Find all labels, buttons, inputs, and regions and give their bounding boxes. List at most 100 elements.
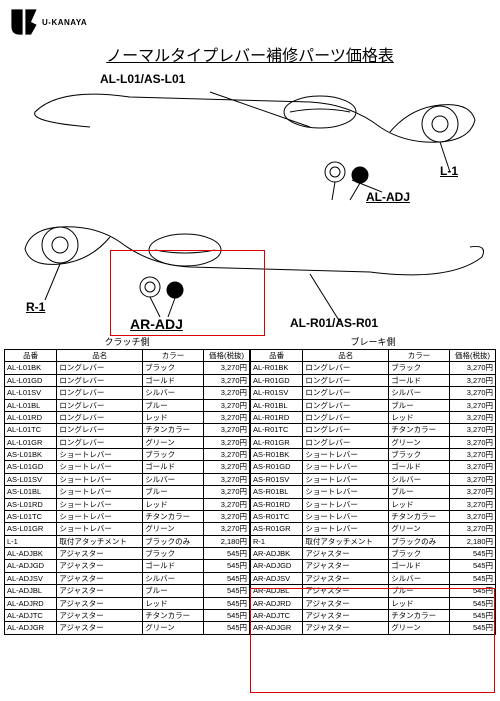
cell: 3,270円: [449, 374, 495, 386]
cell: 3,270円: [449, 424, 495, 436]
cell: AR-ADJBK: [251, 548, 303, 560]
cell: 3,270円: [449, 436, 495, 448]
cell: AS-L01GR: [5, 523, 57, 535]
table-row: AR-ADJGDアジャスターゴールド545円: [251, 560, 496, 572]
cell: ブルー: [389, 486, 450, 498]
cell: 3,270円: [203, 362, 249, 374]
table-row: L-1取付アタッチメントブラックのみ2,180円: [5, 535, 250, 547]
cell: AS-R01SV: [251, 473, 303, 485]
cell: 3,270円: [203, 374, 249, 386]
table-row: AS-R01TCショートレバーチタンカラー3,270円: [251, 510, 496, 522]
label-al-r01: AL-R01/AS-R01: [290, 316, 378, 330]
cell: AS-R01GR: [251, 523, 303, 535]
cell: グリーン: [389, 523, 450, 535]
table-row: AL-R01GDロングレバーゴールド3,270円: [251, 374, 496, 386]
table-row: AR-ADJSVアジャスターシルバー545円: [251, 572, 496, 584]
cell: シルバー: [389, 387, 450, 399]
table-row: AL-R01RDロングレバーレッド3,270円: [251, 411, 496, 423]
cell: アジャスター: [57, 560, 143, 572]
cell: ロングレバー: [303, 362, 389, 374]
cell: レッド: [143, 498, 204, 510]
table-row: AS-L01BKショートレバーブラック3,270円: [5, 449, 250, 461]
cell: AL-R01RD: [251, 411, 303, 423]
brake-table-title: ブレーキ側: [250, 334, 496, 349]
cell: AS-L01RD: [5, 498, 57, 510]
cell: AL-R01BK: [251, 362, 303, 374]
th: 品番: [251, 350, 303, 362]
table-row: AL-L01BLロングレバーブルー3,270円: [5, 399, 250, 411]
cell: ショートレバー: [303, 498, 389, 510]
cell: AL-L01BL: [5, 399, 57, 411]
table-row: AL-L01GRロングレバーグリーン3,270円: [5, 436, 250, 448]
table-row: AL-ADJBLアジャスターブルー545円: [5, 585, 250, 597]
cell: AL-R01BL: [251, 399, 303, 411]
cell: ショートレバー: [57, 449, 143, 461]
parts-diagram: AL-L01/AS-L01 L-1 AL-ADJ R-1 AR-ADJ AL-R…: [10, 72, 490, 332]
brake-table-wrap: ブレーキ側 品番 品名 カラー 価格(税抜) AL-R01BKロングレバーブラッ…: [250, 334, 496, 635]
cell: ロングレバー: [57, 362, 143, 374]
table-row: AL-L01RDロングレバーレッド3,270円: [5, 411, 250, 423]
th: 品番: [5, 350, 57, 362]
clutch-table-title: クラッチ側: [4, 334, 250, 349]
cell: ロングレバー: [303, 374, 389, 386]
cell: 3,270円: [203, 436, 249, 448]
cell: AL-L01TC: [5, 424, 57, 436]
cell: AR-ADJTC: [251, 609, 303, 621]
cell: AS-R01BK: [251, 449, 303, 461]
cell: レッド: [389, 597, 450, 609]
cell: 取付アタッチメント: [57, 535, 143, 547]
th: カラー: [389, 350, 450, 362]
brand-logo: U-KANAYA: [10, 8, 87, 36]
cell: グリーン: [143, 622, 204, 634]
cell: AR-ADJBL: [251, 585, 303, 597]
cell: 3,270円: [203, 486, 249, 498]
cell: 3,270円: [449, 498, 495, 510]
cell: ショートレバー: [57, 486, 143, 498]
label-r1: R-1: [26, 300, 45, 314]
cell: 545円: [449, 572, 495, 584]
cell: アジャスター: [303, 622, 389, 634]
cell: シルバー: [143, 473, 204, 485]
table-row: AS-R01GDショートレバーゴールド3,270円: [251, 461, 496, 473]
cell: AL-R01TC: [251, 424, 303, 436]
th: カラー: [143, 350, 204, 362]
cell: アジャスター: [303, 572, 389, 584]
cell: ロングレバー: [303, 399, 389, 411]
table-row: AL-ADJTCアジャスターチタンカラー545円: [5, 609, 250, 621]
cell: アジャスター: [57, 622, 143, 634]
cell: ショートレバー: [303, 473, 389, 485]
cell: 2,180円: [203, 535, 249, 547]
th: 価格(税抜): [203, 350, 249, 362]
cell: AS-L01BL: [5, 486, 57, 498]
cell: ブラックのみ: [389, 535, 450, 547]
cell: AL-L01BK: [5, 362, 57, 374]
cell: AR-ADJGR: [251, 622, 303, 634]
table-row: AL-R01BLロングレバーブルー3,270円: [251, 399, 496, 411]
cell: AS-L01GD: [5, 461, 57, 473]
table-row: AL-R01TCロングレバーチタンカラー3,270円: [251, 424, 496, 436]
cell: 545円: [203, 609, 249, 621]
table-row: AS-R01RDショートレバーレッド3,270円: [251, 498, 496, 510]
cell: 545円: [203, 585, 249, 597]
table-row: AS-R01BLショートレバーブルー3,270円: [251, 486, 496, 498]
cell: AL-ADJTC: [5, 609, 57, 621]
cell: 545円: [203, 560, 249, 572]
table-row: AR-ADJRDアジャスターレッド545円: [251, 597, 496, 609]
label-al-l01: AL-L01/AS-L01: [100, 72, 185, 86]
cell: ロングレバー: [303, 387, 389, 399]
cell: ゴールド: [143, 560, 204, 572]
cell: ロングレバー: [57, 436, 143, 448]
cell: 3,270円: [203, 461, 249, 473]
cell: チタンカラー: [143, 510, 204, 522]
cell: ブラック: [389, 548, 450, 560]
cell: 3,270円: [203, 387, 249, 399]
table-row: AR-ADJGRアジャスターグリーン545円: [251, 622, 496, 634]
cell: AL-ADJBK: [5, 548, 57, 560]
cell: シルバー: [143, 572, 204, 584]
cell: ブルー: [143, 585, 204, 597]
cell: レッド: [389, 411, 450, 423]
cell: AL-ADJSV: [5, 572, 57, 584]
table-row: AL-L01BKロングレバーブラック3,270円: [5, 362, 250, 374]
cell: チタンカラー: [389, 424, 450, 436]
cell: 545円: [449, 597, 495, 609]
